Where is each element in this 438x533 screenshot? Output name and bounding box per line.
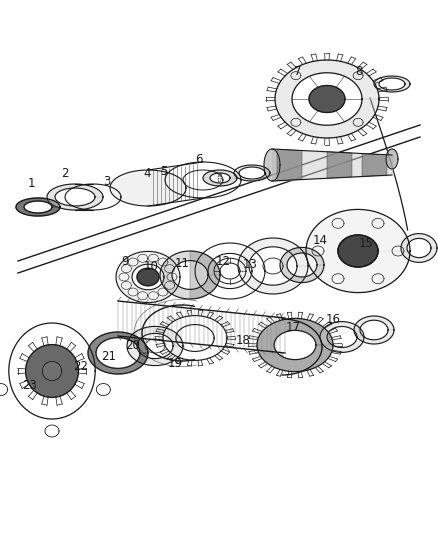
Polygon shape [309,85,345,112]
Text: 13: 13 [242,259,257,271]
Text: 8: 8 [356,66,363,78]
Polygon shape [110,170,186,206]
Text: 6: 6 [195,154,203,166]
Polygon shape [25,345,78,398]
Polygon shape [47,184,103,210]
Text: 15: 15 [358,237,373,250]
Text: 9: 9 [121,255,129,268]
Polygon shape [234,165,270,181]
Text: 2: 2 [61,167,69,180]
Polygon shape [127,326,183,366]
Text: 18: 18 [236,334,251,346]
Polygon shape [257,318,333,372]
Polygon shape [88,332,148,374]
Polygon shape [280,247,324,282]
Text: 17: 17 [286,321,301,334]
Text: 23: 23 [22,379,37,392]
Polygon shape [275,60,379,138]
Polygon shape [16,198,60,216]
Polygon shape [401,233,437,262]
Polygon shape [354,316,394,344]
Polygon shape [190,251,220,299]
Text: 11: 11 [174,257,189,270]
Polygon shape [327,152,352,178]
Polygon shape [137,268,159,286]
Polygon shape [338,235,378,267]
Polygon shape [203,170,237,186]
Text: 7: 7 [294,66,302,78]
Polygon shape [386,149,398,169]
Text: 21: 21 [101,350,116,362]
Text: 3: 3 [104,175,111,188]
Text: 14: 14 [312,235,327,247]
Text: 20: 20 [125,339,140,352]
Text: 16: 16 [325,313,340,326]
Polygon shape [42,361,62,381]
Polygon shape [238,238,308,294]
Polygon shape [160,251,220,299]
Polygon shape [277,149,302,181]
Text: 1: 1 [28,177,35,190]
Polygon shape [116,252,180,303]
Polygon shape [306,209,410,293]
Polygon shape [374,76,410,92]
Polygon shape [320,321,364,352]
Text: 18
17: 18 17 [217,173,223,183]
Text: 12: 12 [216,255,231,268]
Text: 10: 10 [144,260,159,273]
Polygon shape [264,149,280,181]
Text: 4: 4 [143,167,151,180]
Text: 19: 19 [168,357,183,370]
Text: 22: 22 [73,360,88,373]
Text: 5: 5 [161,165,168,178]
Polygon shape [362,154,387,176]
